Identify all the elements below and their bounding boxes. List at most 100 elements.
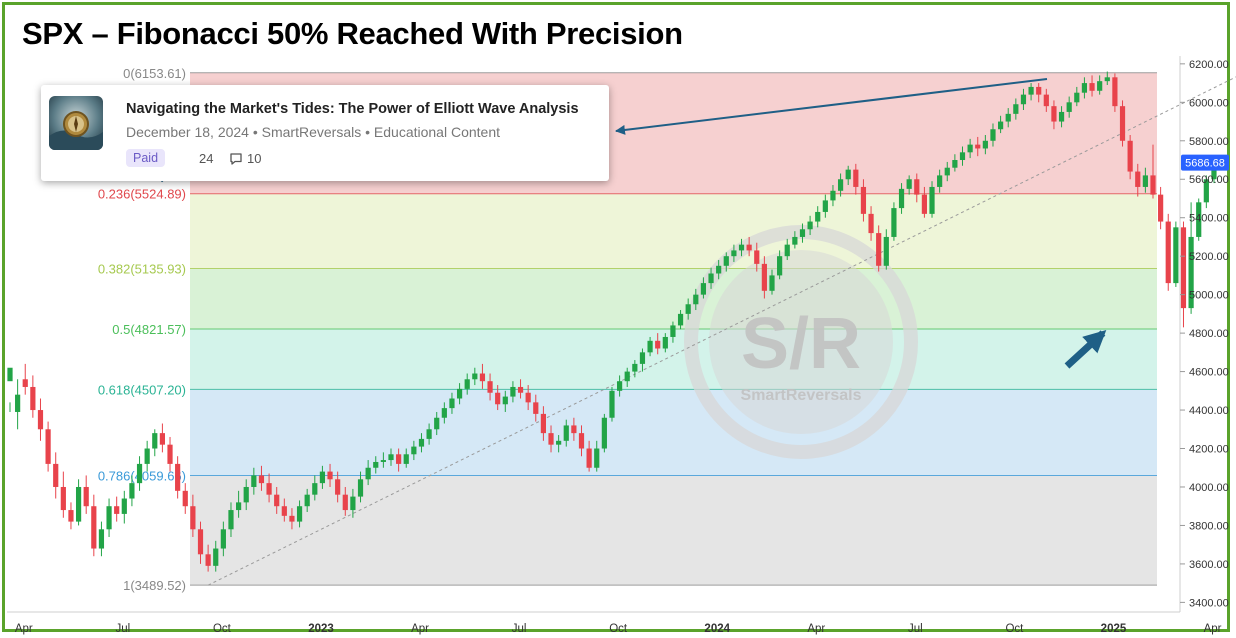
candle bbox=[319, 465, 326, 489]
time-tick-label: Oct bbox=[609, 623, 628, 635]
candle-body bbox=[998, 121, 1004, 130]
candle bbox=[1119, 100, 1126, 147]
candle-body bbox=[1089, 83, 1095, 91]
candle bbox=[1173, 221, 1179, 287]
candle-body bbox=[1196, 202, 1202, 237]
candle-body bbox=[883, 236, 889, 266]
candle-body bbox=[434, 417, 440, 430]
last-price-badge bbox=[1181, 154, 1229, 171]
candle-body bbox=[1112, 77, 1118, 107]
candle bbox=[571, 417, 577, 441]
price-tick-label: 3400.00 bbox=[1189, 597, 1229, 609]
candle-body bbox=[281, 506, 287, 516]
candle-body bbox=[342, 494, 348, 511]
candle bbox=[700, 277, 707, 299]
fib-label: 1(3489.52) bbox=[123, 578, 186, 593]
candle-body bbox=[586, 448, 592, 468]
candle-body bbox=[777, 256, 783, 276]
candle bbox=[807, 215, 813, 236]
time-tick-label: 2025 bbox=[1101, 623, 1127, 635]
candle bbox=[228, 502, 234, 537]
candle-body bbox=[921, 194, 927, 214]
candle bbox=[167, 436, 173, 472]
candle-body bbox=[1135, 171, 1141, 187]
price-tick-label: 5600.00 bbox=[1189, 174, 1229, 186]
candle-body bbox=[472, 373, 478, 380]
candle-body bbox=[1043, 94, 1049, 107]
candle bbox=[975, 136, 981, 157]
candle-body bbox=[990, 129, 996, 141]
fib-label: 0.236(5524.89) bbox=[98, 187, 186, 202]
candle-body bbox=[274, 494, 280, 507]
article-card[interactable]: Navigating the Market's Tides: The Power… bbox=[41, 85, 609, 181]
fib-zone bbox=[190, 328, 1157, 390]
candle-body bbox=[655, 340, 661, 349]
article-thumbnail bbox=[49, 96, 103, 150]
candle-body bbox=[388, 454, 394, 461]
candle bbox=[1043, 88, 1049, 112]
candle bbox=[220, 521, 226, 557]
candle-body bbox=[121, 498, 127, 514]
comment-count-wrapper[interactable]: 10 bbox=[229, 151, 261, 166]
candle bbox=[144, 440, 150, 472]
time-tick-label: Jul bbox=[512, 623, 527, 635]
candle-body bbox=[1058, 111, 1065, 122]
candle-body bbox=[411, 446, 417, 455]
fib-label: 0.618(4507.20) bbox=[98, 382, 186, 397]
candle bbox=[624, 367, 630, 387]
candle bbox=[304, 488, 310, 512]
candle-body bbox=[510, 386, 516, 397]
candle-body bbox=[83, 486, 89, 507]
candle-body bbox=[1036, 86, 1042, 95]
candle bbox=[914, 173, 920, 203]
candle bbox=[152, 429, 158, 457]
candle-body bbox=[1158, 194, 1164, 222]
comment-icon bbox=[230, 153, 242, 165]
candle bbox=[1196, 198, 1202, 241]
candle-body bbox=[197, 529, 204, 555]
candle-body bbox=[533, 402, 539, 414]
candle-body bbox=[624, 371, 630, 382]
candle-body bbox=[670, 325, 676, 337]
candle bbox=[1051, 100, 1057, 130]
candle bbox=[45, 421, 51, 472]
candle-body bbox=[7, 367, 13, 382]
candle-body bbox=[571, 425, 577, 434]
candle-body bbox=[304, 494, 310, 507]
candle bbox=[837, 173, 844, 197]
candle-body bbox=[373, 461, 379, 468]
price-tick-label: 4200.00 bbox=[1189, 444, 1229, 456]
candle-body bbox=[1180, 227, 1187, 309]
candle-body bbox=[1020, 94, 1027, 105]
candle bbox=[967, 138, 973, 159]
candle bbox=[388, 448, 394, 466]
candle-body bbox=[716, 265, 722, 274]
candle-body bbox=[213, 548, 219, 566]
candle bbox=[617, 375, 623, 397]
price-tick-label: 6000.00 bbox=[1189, 97, 1229, 109]
candle-body bbox=[75, 486, 82, 522]
candle bbox=[540, 406, 546, 441]
candle bbox=[556, 435, 562, 453]
candle-body bbox=[639, 352, 646, 364]
candle-body bbox=[837, 179, 844, 191]
article-title[interactable]: Navigating the Market's Tides: The Power… bbox=[126, 101, 579, 117]
candle bbox=[845, 165, 851, 186]
candle-body bbox=[822, 200, 828, 212]
candle bbox=[129, 475, 135, 507]
candle bbox=[243, 479, 249, 511]
candle bbox=[525, 385, 531, 411]
candle-body bbox=[784, 244, 790, 257]
candle bbox=[998, 115, 1004, 134]
candle bbox=[990, 123, 996, 147]
candle bbox=[937, 169, 943, 193]
candle-body bbox=[296, 506, 303, 522]
candle-body bbox=[1028, 86, 1034, 95]
candle bbox=[1020, 88, 1027, 111]
candle-body bbox=[91, 506, 97, 549]
candle-body bbox=[37, 410, 44, 430]
candle-body bbox=[540, 413, 546, 434]
candle bbox=[60, 471, 66, 518]
fib-zone bbox=[190, 389, 1157, 476]
candle bbox=[1005, 108, 1011, 128]
